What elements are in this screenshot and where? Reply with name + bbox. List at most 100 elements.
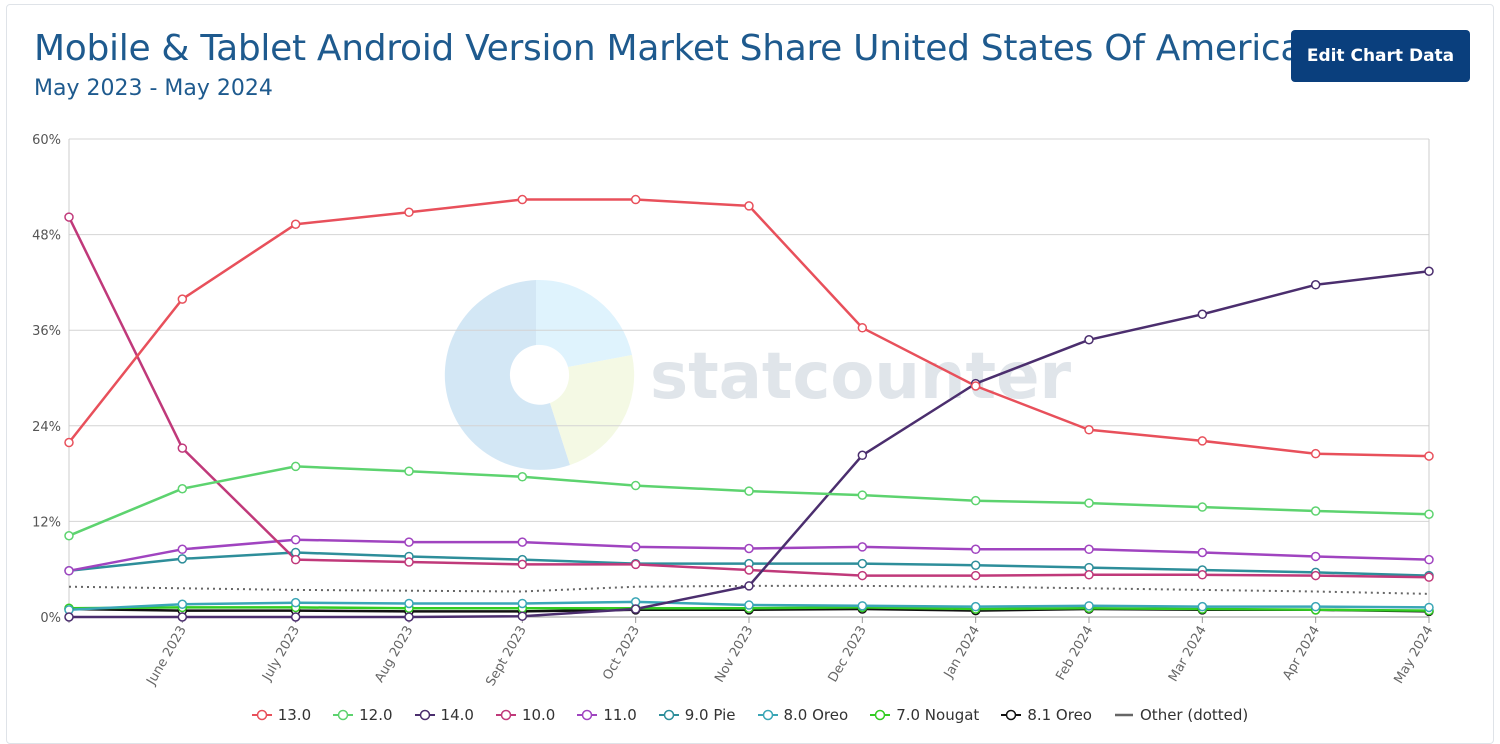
legend-label: 14.0 [440, 706, 474, 724]
data-point [1197, 436, 1208, 446]
x-tick-label: Mar 2024 [1166, 624, 1210, 685]
data-point [290, 461, 301, 472]
data-point [290, 554, 301, 565]
data-point [64, 530, 74, 541]
data-point [857, 450, 868, 461]
series-line-13-0 [68, 198, 1430, 458]
legend-swatch [870, 709, 891, 721]
series-line-12-0 [68, 465, 1430, 537]
legend-item[interactable]: 13.0 [251, 706, 312, 724]
data-point [1084, 498, 1094, 508]
watermark: statcounter [444, 279, 1072, 470]
legend-label: 13.0 [277, 706, 312, 724]
legend-swatch [577, 709, 598, 721]
legend-swatch [414, 709, 435, 721]
legend-label: 9.0 Pie [684, 706, 736, 724]
data-point [1084, 335, 1094, 345]
data-point [1310, 601, 1321, 612]
data-point [404, 537, 414, 547]
data-point [290, 534, 301, 545]
legend-swatch [1001, 709, 1022, 721]
data-point [1197, 309, 1208, 320]
data-point [1084, 425, 1094, 435]
x-tick-label: Sept 2023 [483, 624, 529, 689]
legend-label: 12.0 [359, 706, 393, 724]
y-tick-label: 36% [32, 324, 61, 339]
data-point [1084, 570, 1094, 580]
data-point [744, 486, 754, 496]
data-point [64, 437, 74, 448]
legend-swatch [1115, 713, 1133, 717]
legend-swatch [333, 709, 354, 721]
data-point [1424, 602, 1434, 613]
legend-item[interactable]: Other (dotted) [1114, 706, 1248, 724]
legend-label: Other (dotted) [1140, 706, 1249, 724]
data-point [517, 537, 528, 547]
data-point [970, 560, 981, 570]
legend-item[interactable]: 11.0 [577, 706, 637, 724]
legend-item[interactable]: 8.1 Oreo [1001, 706, 1092, 724]
data-point [517, 194, 528, 205]
data-point [177, 554, 188, 564]
x-tick-label: Dec 2023 [826, 624, 870, 686]
data-point [857, 323, 868, 333]
data-point [404, 598, 414, 609]
data-point [1197, 502, 1208, 512]
legend-item[interactable]: 12.0 [333, 706, 393, 724]
legend-swatch [658, 709, 679, 721]
chart-subtitle: May 2023 - May 2024 [34, 76, 273, 101]
data-point [1197, 547, 1208, 558]
legend-swatch [251, 709, 272, 721]
edit-chart-data-button[interactable]: Edit Chart Data [1291, 30, 1470, 82]
chart-title: Mobile & Tablet Android Version Market S… [34, 28, 1303, 69]
y-tick-label: 0% [40, 611, 61, 626]
legend-swatch [757, 709, 778, 721]
data-point [744, 565, 754, 575]
data-point [630, 480, 641, 491]
legend-swatch [495, 709, 516, 721]
legend-item[interactable]: 10.0 [495, 706, 555, 724]
data-point [517, 559, 528, 570]
data-point [1310, 551, 1321, 562]
x-tick-label: Nov 2023 [712, 624, 756, 686]
y-axis: 0% 12% 24% 36% 48% 60% [32, 133, 61, 626]
data-point [64, 612, 74, 622]
legend-label: 8.1 Oreo [1027, 706, 1092, 724]
data-point [970, 381, 981, 391]
legend-item[interactable]: 8.0 Oreo [757, 706, 849, 724]
legend-item[interactable]: 14.0 [414, 706, 474, 724]
data-point [1084, 544, 1094, 555]
data-point [1310, 448, 1321, 459]
y-tick-label: 24% [32, 420, 61, 435]
data-point [1084, 601, 1094, 611]
data-point [970, 495, 981, 506]
data-point [970, 544, 981, 555]
x-tick-label: June 2023 [144, 624, 190, 689]
x-tick-label: Jan 2024 [941, 624, 983, 682]
data-point [177, 443, 188, 453]
data-point [857, 542, 868, 552]
x-tick-label: Feb 2024 [1053, 624, 1096, 684]
legend-label: 8.0 Oreo [783, 706, 849, 724]
data-point [1424, 572, 1434, 582]
data-point [857, 601, 868, 611]
data-point [857, 490, 868, 500]
x-tick-label: Aug 2023 [372, 624, 416, 686]
data-point [177, 483, 188, 494]
data-point [404, 207, 414, 218]
data-point [404, 612, 414, 622]
data-point [517, 472, 528, 482]
watermark-text: statcounter [650, 340, 1072, 414]
data-point [177, 294, 188, 304]
chart-legend: 13.0 12.0 14.0 10.0 11.0 9.0 Pie 8.0 Oreo 7.0 N… [0, 706, 1500, 724]
data-point [177, 599, 188, 610]
data-point [857, 570, 868, 581]
data-point [177, 612, 188, 622]
data-point [64, 212, 74, 222]
legend-item[interactable]: 9.0 Pie [658, 706, 736, 724]
legend-item[interactable]: 7.0 Nougat [870, 706, 979, 724]
data-point [1424, 509, 1434, 519]
data-point [1310, 570, 1321, 581]
data-point [290, 612, 301, 622]
data-point [177, 544, 188, 555]
